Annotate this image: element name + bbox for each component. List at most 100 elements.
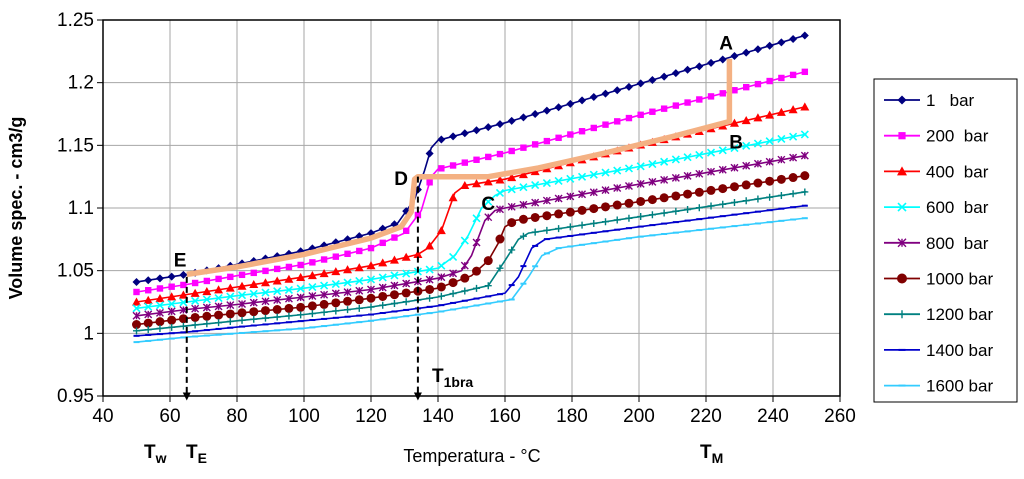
data-point	[765, 137, 774, 146]
data-point	[741, 115, 751, 125]
data-point	[261, 314, 269, 322]
data-point	[366, 293, 376, 303]
data-point	[542, 211, 552, 221]
data-point	[765, 110, 775, 119]
data-point	[613, 166, 622, 175]
legend-label: 1400 bar	[926, 341, 993, 360]
y-tick-label: 0.95	[57, 386, 94, 407]
data-point	[898, 132, 906, 140]
x-axis: 40 60 80 100 120 140 160 180 200 220 240 260	[92, 396, 856, 427]
data-point	[683, 65, 692, 74]
data-point	[214, 293, 223, 303]
data-point	[133, 327, 140, 335]
data-point	[601, 186, 610, 195]
data-point	[706, 185, 716, 195]
y-tick-label: 1.2	[68, 73, 94, 94]
x-tick-label: 260	[824, 406, 856, 427]
data-point	[578, 96, 587, 105]
data-point	[308, 292, 317, 301]
data-point	[483, 177, 493, 186]
data-point	[472, 126, 481, 135]
data-point	[495, 188, 505, 198]
data-point	[730, 52, 739, 61]
series-8	[133, 204, 808, 337]
data-point	[390, 281, 399, 290]
data-point	[753, 159, 762, 168]
data-point	[555, 225, 563, 233]
data-point	[331, 279, 340, 289]
data-point	[132, 320, 141, 330]
data-point	[460, 273, 470, 283]
data-point	[485, 153, 492, 161]
data-point	[565, 207, 575, 217]
legend-item: 1000 bar	[884, 270, 993, 289]
y-tick-label: 1.25	[57, 10, 94, 31]
data-point	[238, 299, 247, 308]
tm-label: TM	[700, 442, 723, 466]
series-2	[133, 68, 809, 296]
data-point	[284, 303, 294, 313]
data-point	[648, 177, 657, 186]
reference-lines	[182, 176, 422, 401]
data-point	[461, 287, 469, 295]
annotations: A B C D E	[174, 34, 743, 272]
data-point	[178, 290, 188, 299]
data-point	[636, 179, 645, 188]
data-point	[203, 320, 211, 328]
data-point	[449, 132, 458, 141]
series-1	[132, 31, 809, 286]
tw-label: Tw	[144, 442, 167, 466]
data-point	[671, 155, 680, 164]
legend-label: 600 bar	[926, 198, 989, 217]
data-point	[132, 311, 141, 320]
data-point	[753, 45, 762, 54]
data-point	[754, 80, 762, 88]
data-point	[155, 308, 164, 317]
data-point	[389, 290, 399, 300]
data-point	[706, 148, 716, 157]
data-point	[542, 196, 551, 205]
data-point	[296, 293, 305, 302]
x-tick-label: 220	[690, 406, 722, 427]
data-point	[566, 192, 575, 201]
data-point	[202, 286, 212, 296]
data-point	[390, 271, 399, 280]
data-point	[155, 301, 165, 310]
data-point	[272, 305, 282, 315]
data-point	[143, 318, 153, 328]
data-point	[308, 310, 316, 318]
data-point	[179, 298, 188, 307]
data-point	[649, 108, 656, 115]
data-point	[296, 302, 306, 312]
data-point	[191, 321, 199, 329]
data-point	[180, 281, 187, 289]
data-point	[426, 294, 434, 302]
data-point	[730, 144, 739, 153]
series-5	[132, 151, 809, 320]
data-point	[519, 183, 528, 192]
data-point	[366, 275, 376, 284]
data-point	[332, 307, 340, 315]
data-point	[897, 202, 907, 212]
data-point	[566, 223, 574, 231]
data-point	[378, 291, 388, 301]
data-point	[190, 288, 200, 297]
x-tick-label: 240	[757, 406, 789, 427]
data-point	[472, 179, 482, 188]
data-point	[554, 176, 563, 185]
data-point	[402, 269, 411, 278]
data-point	[343, 288, 352, 297]
data-point	[448, 193, 458, 202]
data-point	[378, 273, 387, 282]
data-point	[250, 269, 257, 277]
legend-label: 1000 bar	[926, 270, 993, 289]
data-point	[566, 174, 575, 183]
data-point	[143, 295, 153, 304]
data-point	[448, 278, 458, 288]
data-point	[742, 48, 751, 57]
data-point	[613, 216, 621, 224]
legend-item: 1600 bar	[884, 377, 993, 396]
te-label: TE	[186, 442, 207, 466]
data-point	[285, 312, 293, 320]
legend: 1 bar 200 bar 400 bar 600 bar 800 bar 1000 ba…	[884, 91, 993, 396]
